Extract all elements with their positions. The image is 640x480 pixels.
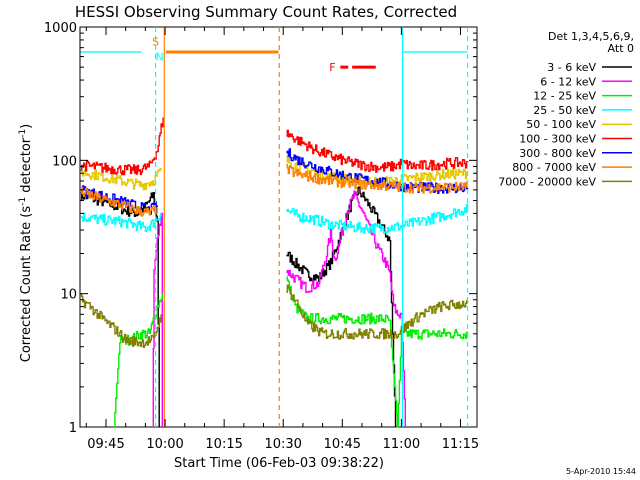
y-axis-label-part: ) [19,124,34,129]
x-tick-label: 09:45 [87,437,124,452]
series-line [80,294,162,348]
legend-label: 12 - 25 keV [533,90,596,103]
plot-frame [79,26,478,428]
x-tick-label: 10:00 [146,437,183,452]
legend-label: 6 - 12 keV [540,75,596,88]
legend-label: 7000 - 20000 keV [498,175,596,188]
y-axis-label-part: detector [19,137,34,197]
series-line [286,284,469,340]
footer-date: 5-Apr-2010 15:44 [566,467,636,476]
chart-title: HESSI Observing Summary Count Rates, Cor… [75,3,457,21]
series-25-50keV [80,51,469,234]
x-tick-label: 10:15 [205,437,242,452]
series-line [286,129,469,173]
series-6-12keV [152,190,406,428]
legend-header-line: Det 1,3,4,5,6,9, [548,30,634,43]
x-tick-label: 11:00 [383,437,420,452]
series-line [80,117,164,176]
series-line [286,148,469,194]
legend-label: 50 - 100 keV [526,118,596,131]
series-line [80,186,158,217]
legend-label: 300 - 800 keV [519,147,596,160]
y-axis-label-sup: -1 [18,129,28,138]
series-line [80,212,162,233]
series-line [80,167,162,191]
series-line [286,190,406,427]
flag-label: N [155,51,163,64]
legend-label: 800 - 7000 keV [512,161,596,174]
series-100-300keV [80,117,469,176]
y-axis-label-sup: -1 [18,197,28,206]
series-800-7000keV [80,163,469,217]
x-tick-label: 10:45 [324,437,361,452]
x-axis-label: Start Time (06-Feb-03 09:38:22) [174,456,384,471]
plot-area: SN F [79,26,478,428]
y-axis: 1 10 100 1000 [44,21,477,436]
series-line [286,203,469,234]
y-axis-label-part: Corrected Count Rate (s [19,206,34,363]
x-tick-label: 10:30 [264,437,301,452]
legend-label: 25 - 50 keV [533,104,596,117]
legend-label: 3 - 6 keV [547,61,596,74]
flag-label: F [329,61,335,74]
legend-label: 100 - 300 keV [519,133,596,146]
series-line [80,185,158,215]
y-tick-label: 10 [60,288,77,303]
y-tick-label: 100 [52,154,77,169]
x-tick-label: 11:15 [442,437,479,452]
series-line [152,212,163,428]
flag-label: S [152,35,159,48]
series-300-800keV [80,148,469,215]
series-7000-20000keV [80,284,469,348]
y-axis-label: Corrected Count Rate (s-1 detector-1) [18,124,34,362]
series-line [286,276,469,428]
y-tick-label: 1 [69,421,77,436]
legend-header-line: Att 0 [608,42,634,55]
y-tick-label: 1000 [44,21,77,36]
series-line [286,163,469,194]
x-axis: 09:45 10:00 10:15 10:30 10:45 11:00 11:15 [85,27,479,452]
